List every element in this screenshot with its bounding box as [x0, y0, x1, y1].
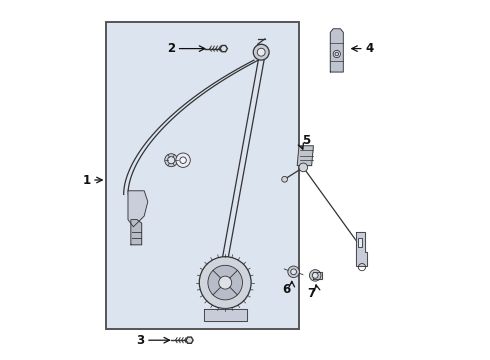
Polygon shape — [297, 146, 314, 166]
Circle shape — [288, 266, 299, 278]
Circle shape — [312, 273, 318, 278]
Circle shape — [168, 157, 175, 164]
Circle shape — [335, 52, 339, 56]
Text: 1: 1 — [82, 174, 91, 186]
Bar — [106, 22, 299, 329]
Circle shape — [176, 153, 190, 167]
Circle shape — [310, 270, 321, 281]
Bar — [358, 238, 362, 247]
Polygon shape — [186, 337, 193, 343]
Text: 5: 5 — [302, 134, 310, 147]
Polygon shape — [204, 309, 247, 321]
Text: 7: 7 — [308, 287, 316, 300]
Circle shape — [219, 276, 232, 289]
Polygon shape — [128, 191, 148, 227]
Circle shape — [253, 44, 269, 60]
Circle shape — [165, 154, 178, 167]
Circle shape — [333, 50, 341, 58]
Polygon shape — [330, 29, 343, 72]
Circle shape — [282, 176, 288, 182]
Polygon shape — [314, 272, 322, 279]
Text: 4: 4 — [365, 42, 373, 55]
Text: 2: 2 — [167, 42, 175, 55]
Polygon shape — [356, 232, 368, 266]
Text: 6: 6 — [282, 283, 291, 296]
Polygon shape — [220, 45, 227, 52]
Circle shape — [180, 157, 186, 163]
Circle shape — [199, 257, 251, 309]
Circle shape — [208, 265, 243, 300]
Circle shape — [257, 48, 265, 56]
Circle shape — [299, 163, 308, 172]
Polygon shape — [131, 220, 142, 245]
Circle shape — [291, 269, 296, 275]
Text: 3: 3 — [137, 334, 145, 347]
